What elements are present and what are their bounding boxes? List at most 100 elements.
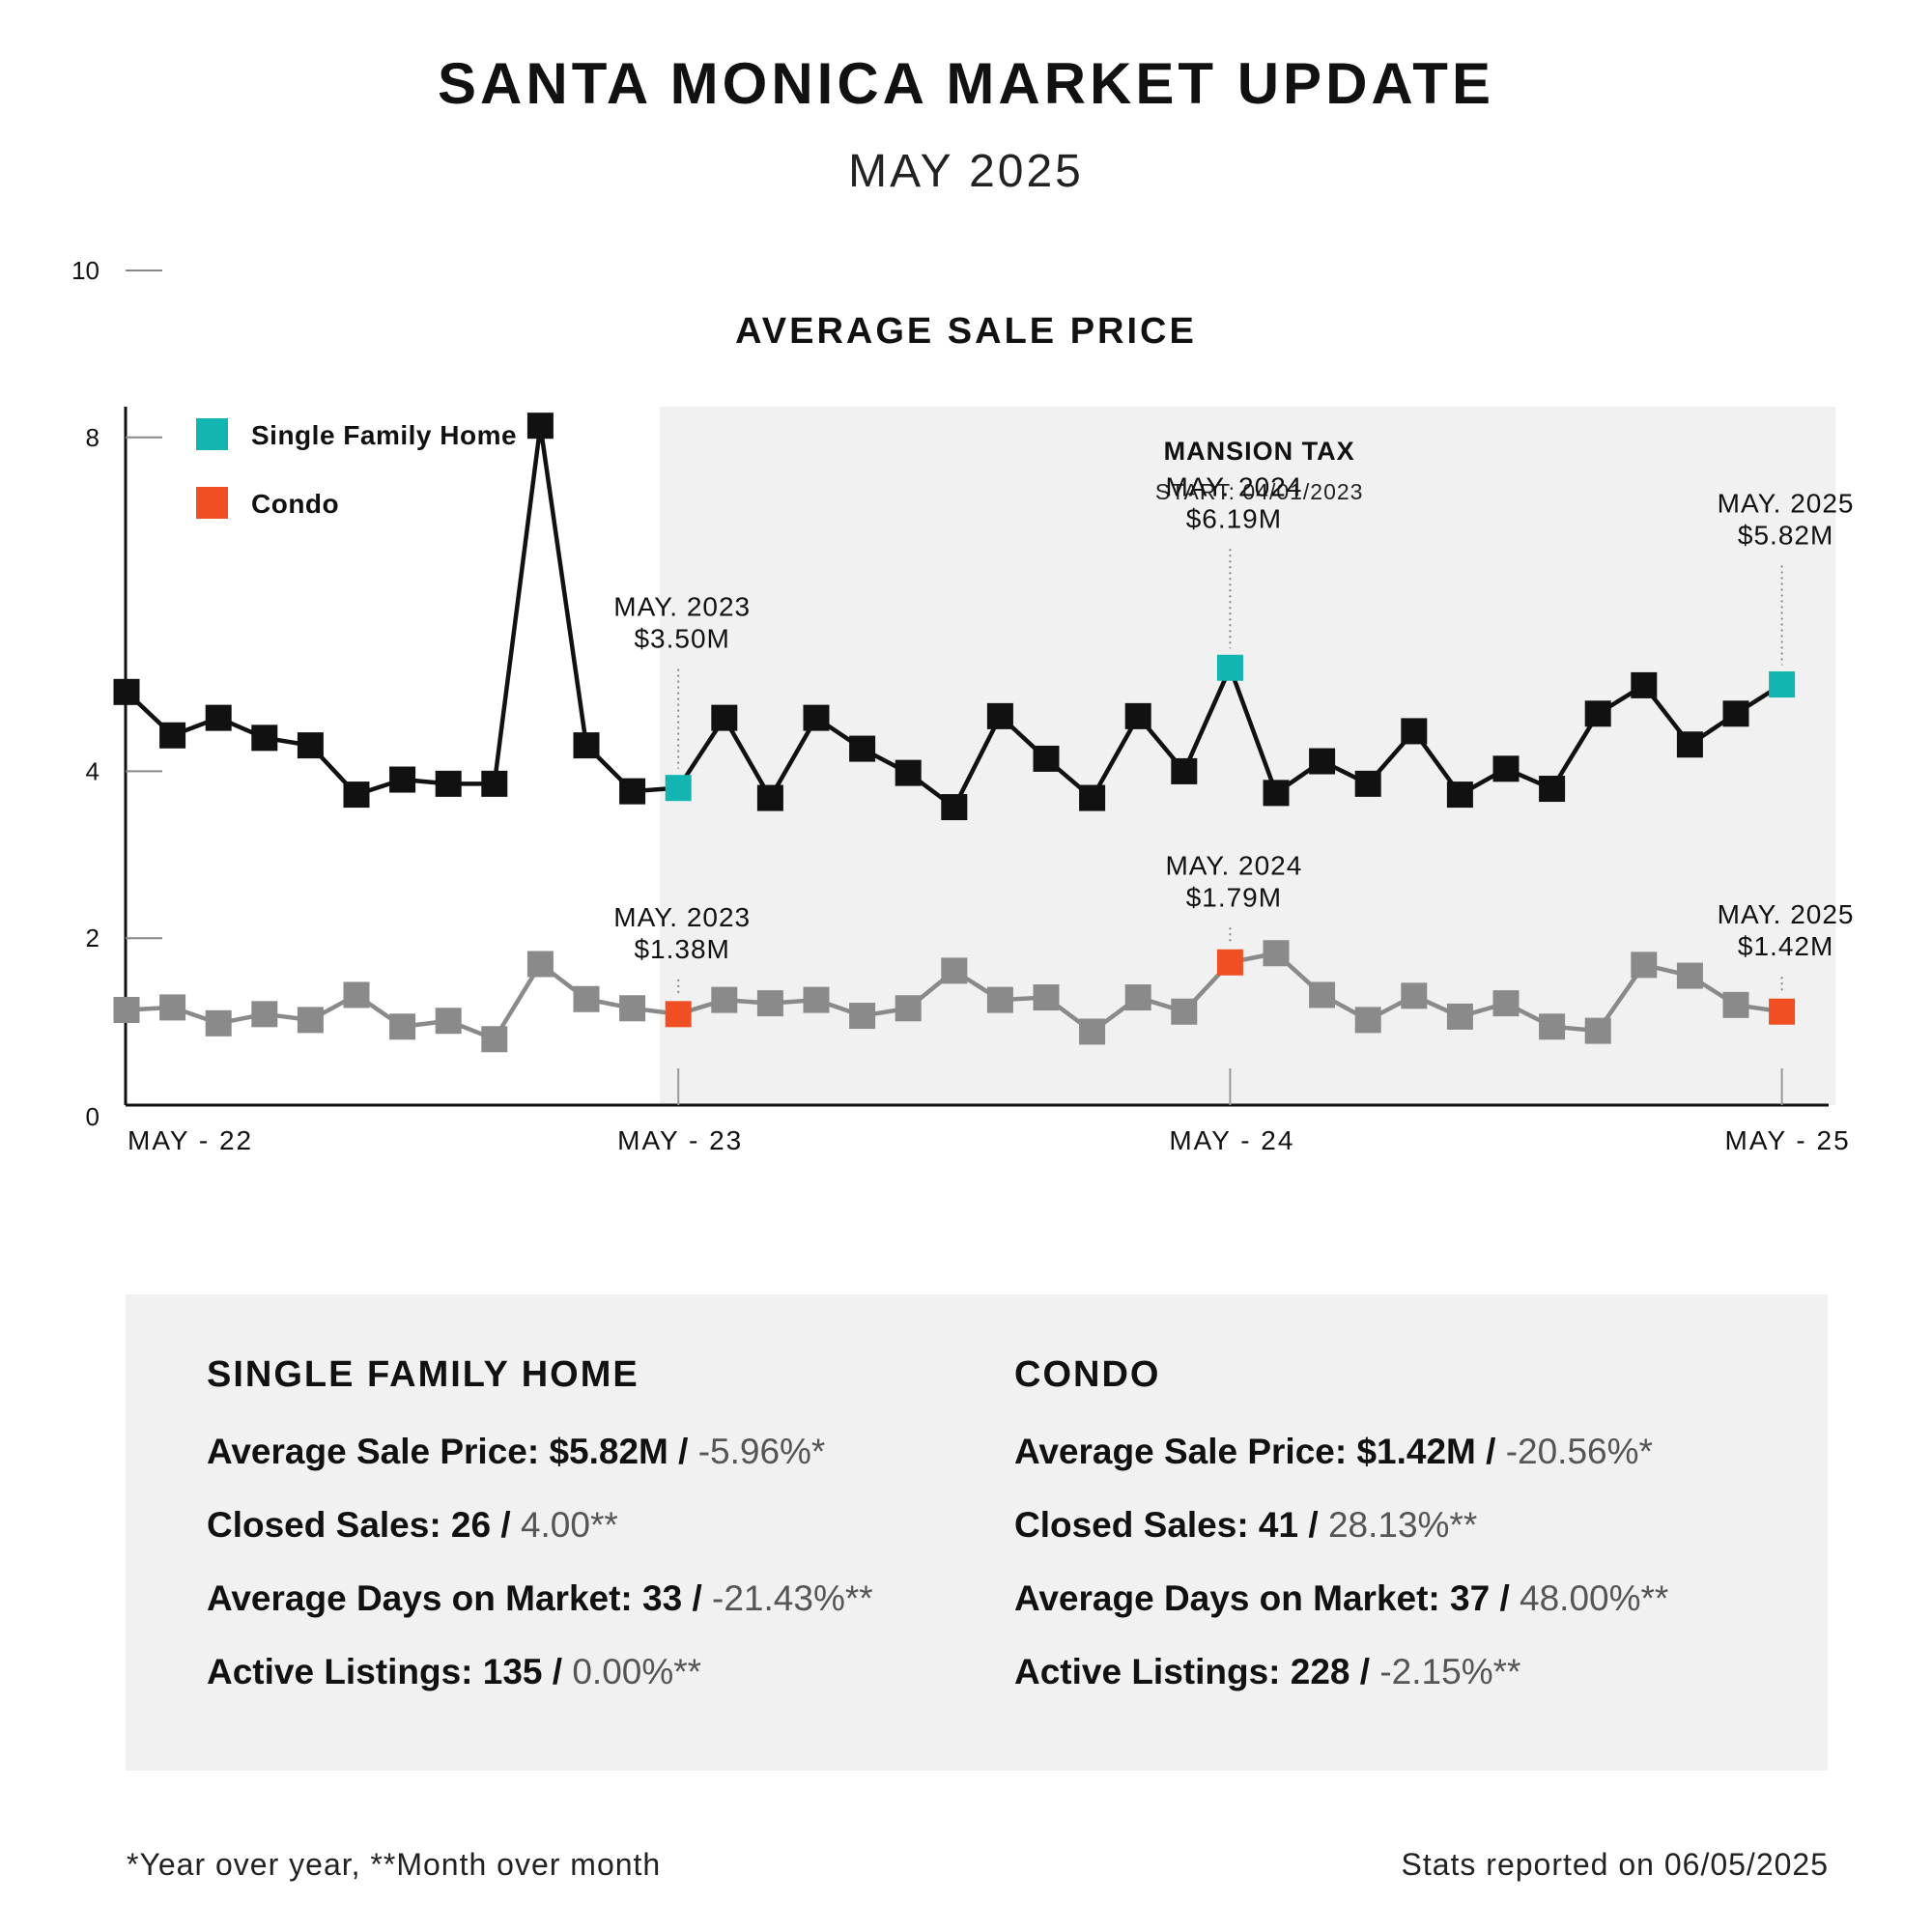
single-family-point xyxy=(435,770,462,797)
condo-point xyxy=(113,997,140,1024)
page-title: SANTA MONICA MARKET UPDATE xyxy=(438,51,1494,116)
condo-point xyxy=(1584,1017,1611,1044)
condo-title: CONDO xyxy=(1014,1354,1161,1395)
annotation-value: $1.38M xyxy=(634,934,729,964)
condo-point xyxy=(803,986,830,1013)
page-subtitle: MAY 2025 xyxy=(848,146,1084,197)
stat-label: Closed Sales: 26 xyxy=(207,1505,492,1545)
stat-change: 28.13%** xyxy=(1327,1505,1478,1545)
condo-highlight-point xyxy=(1769,998,1796,1025)
stat-change: 4.00** xyxy=(520,1505,618,1545)
condo-point xyxy=(389,1013,416,1040)
y-tick-label: 0 xyxy=(86,1102,99,1131)
single-family-point xyxy=(1033,745,1060,772)
condo-point xyxy=(1722,991,1749,1018)
annotation-value: $5.82M xyxy=(1738,521,1833,551)
annotation-date: MAY. 2025 xyxy=(1718,899,1855,929)
annotation-value: $6.19M xyxy=(1186,503,1282,533)
condo-point xyxy=(711,986,738,1013)
annotation-date: MAY. 2024 xyxy=(1165,471,1302,501)
single-family-point xyxy=(1171,757,1198,784)
single-family-point xyxy=(1446,781,1473,809)
stat-separator: / xyxy=(1308,1505,1319,1545)
stat-change: 0.00%** xyxy=(572,1652,702,1691)
single-family-point xyxy=(159,722,186,749)
mansion-tax-start-note: START: 04/01/2023 xyxy=(1155,479,1364,504)
y-tick-label: 2 xyxy=(86,923,99,952)
stat-row: Average Sale Price: $5.82M / -5.96%* xyxy=(207,1433,873,1471)
stat-label: Average Sale Price: $1.42M xyxy=(1014,1432,1476,1471)
single-family-point xyxy=(1584,700,1611,727)
stat-separator: / xyxy=(692,1578,702,1618)
annotation-value: $1.79M xyxy=(1186,882,1282,912)
condo-point xyxy=(297,1007,324,1034)
condo-point xyxy=(895,995,922,1022)
condo-point xyxy=(1263,940,1290,967)
annotation-date: MAY. 2024 xyxy=(1165,850,1302,880)
condo-point xyxy=(481,1026,508,1053)
stat-row: Average Sale Price: $1.42M / -20.56%* xyxy=(1014,1433,1668,1471)
stat-separator: / xyxy=(1359,1652,1371,1691)
condo-point xyxy=(1539,1013,1566,1040)
single-family-point xyxy=(1309,748,1336,775)
stat-row: Closed Sales: 26 / 4.00** xyxy=(207,1506,873,1545)
legend-label: Single Family Home xyxy=(251,420,517,450)
stat-label: Active Listings: 135 xyxy=(207,1652,543,1691)
single-family-point xyxy=(1722,700,1749,727)
condo-point xyxy=(941,957,968,984)
annotation-date: MAY. 2025 xyxy=(1718,489,1855,519)
condo-point xyxy=(1079,1018,1106,1045)
single-family-point xyxy=(113,678,140,705)
x-tick-label: MAY - 25 xyxy=(1725,1125,1851,1155)
single-family-point xyxy=(1354,770,1381,797)
single-family-point xyxy=(803,704,830,731)
stat-separator: / xyxy=(1499,1578,1510,1618)
annotation-date: MAY. 2023 xyxy=(613,902,751,932)
chart-title: AVERAGE SALE PRICE xyxy=(735,311,1197,352)
stat-separator: / xyxy=(500,1505,511,1545)
condo-point xyxy=(1492,990,1520,1017)
single-family-point xyxy=(986,702,1013,729)
annotation-value: $1.42M xyxy=(1738,931,1833,961)
stat-separator: / xyxy=(552,1652,563,1691)
stat-change: -20.56%* xyxy=(1505,1432,1653,1471)
single-family-point xyxy=(711,704,738,731)
condo-point xyxy=(1401,982,1428,1009)
annotation-date: MAY. 2023 xyxy=(613,592,751,622)
condo-point xyxy=(986,986,1013,1013)
single-family-stats: SINGLE FAMILY HOME Average Sale Price: $… xyxy=(207,1354,873,1726)
single-family-point xyxy=(1631,671,1658,698)
single-family-point xyxy=(251,724,278,752)
stat-change: 48.00%** xyxy=(1520,1578,1669,1618)
condo-point xyxy=(526,951,554,978)
average-sale-price-chart: MANSION TAX START: 04/01/2023 0 2 4 8 10 MAY -… xyxy=(71,256,1855,1155)
stat-row: Active Listings: 135 / 0.00%** xyxy=(207,1653,873,1691)
single-family-point xyxy=(205,704,232,731)
stat-label: Closed Sales: 41 xyxy=(1014,1505,1299,1545)
single-family-point xyxy=(1124,702,1151,729)
stat-label: Active Listings: 228 xyxy=(1014,1652,1350,1691)
single-family-point xyxy=(526,412,554,440)
stat-row: Average Days on Market: 37 / 48.00%** xyxy=(1014,1579,1668,1618)
single-family-highlight-point xyxy=(665,775,692,802)
condo-point xyxy=(1631,952,1658,979)
stat-change: -21.43%** xyxy=(712,1578,873,1618)
condo-point xyxy=(619,995,646,1022)
x-tick-label: MAY - 24 xyxy=(1169,1125,1294,1155)
single-family-point xyxy=(849,735,876,762)
condo-point xyxy=(573,985,600,1012)
stat-label: Average Days on Market: 37 xyxy=(1014,1578,1491,1618)
condo-stats: CONDO Average Sale Price: $1.42M / -20.5… xyxy=(1014,1354,1668,1726)
single-family-point xyxy=(619,778,646,805)
condo-point xyxy=(1309,981,1336,1009)
legend-label: Condo xyxy=(251,489,339,519)
condo-point xyxy=(205,1009,232,1037)
single-family-point xyxy=(1079,784,1106,811)
report-date: Stats reported on 06/05/2025 xyxy=(1401,1847,1829,1882)
single-family-point xyxy=(1492,755,1520,782)
condo-point xyxy=(1033,984,1060,1011)
single-family-point xyxy=(756,784,783,811)
single-family-point xyxy=(297,732,324,759)
single-family-point xyxy=(1401,718,1428,745)
footnote: *Year over year, **Month over month xyxy=(127,1847,662,1882)
